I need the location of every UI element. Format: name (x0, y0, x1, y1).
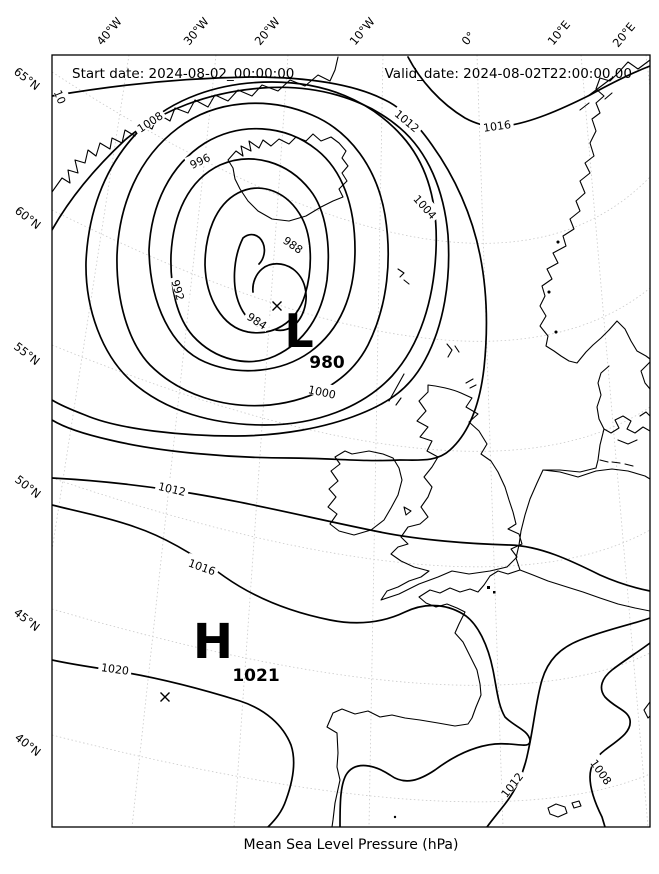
isobar-label-1012: 1012 (391, 103, 426, 135)
coast-shetland (446, 343, 460, 358)
svg-text:1012: 1012 (157, 480, 187, 499)
isobar-1012-main (52, 76, 650, 592)
isobar-988 (204, 187, 312, 334)
isobar-label-1000: 1000 (304, 379, 341, 402)
isobar-label-1012: 1012 (154, 476, 191, 499)
isobar-label-988: 988 (279, 230, 309, 257)
tick-label-65n: 65°N (11, 64, 42, 93)
coast-france-iberia (326, 569, 521, 827)
svg-text:1016: 1016 (186, 557, 217, 579)
tick-label-40w: 40°W (94, 15, 125, 48)
low-pressure-symbol: L (284, 304, 313, 358)
start-date-label: Start date: 2024-08-02_00:00:00 (72, 66, 295, 82)
svg-text:1000: 1000 (307, 383, 337, 402)
high-center-cross (160, 692, 170, 702)
top-axis-ticks: 40°W 30°W 20°W 10°W 0° 10°E 20°E (94, 15, 639, 50)
tick-label-10e: 10°E (545, 18, 574, 48)
low-center-cross (272, 301, 282, 311)
isobar-1016-southwest (52, 504, 531, 827)
tick-label-50n: 50°N (12, 472, 43, 501)
isobar-label-992: 992 (168, 274, 191, 304)
valid-date-label: Valid_date: 2024-08-02T22:00:00.00 (384, 66, 632, 82)
tick-label-20w: 20°W (252, 15, 283, 48)
isobar-label-10: 10 (51, 84, 73, 108)
isobar-label-996: 996 (184, 147, 214, 172)
coast-great-britain (380, 384, 523, 601)
isobar-label-1016: 1016 (184, 552, 221, 579)
coast-ireland (327, 450, 403, 536)
left-axis-ticks: 65°N 60°N 55°N 50°N 45°N 40°N (11, 64, 43, 759)
tick-label-40n: 40°N (12, 730, 43, 759)
isobar-1008-southeast (589, 642, 650, 827)
isobar-992 (170, 158, 330, 363)
coast-hebrides (388, 373, 405, 406)
tick-label-30w: 30°W (181, 15, 212, 48)
isobar-1000 (116, 102, 389, 407)
tick-label-0: 0° (459, 29, 478, 48)
isobar-label-1016: 1016 (479, 114, 515, 135)
svg-text:1020: 1020 (100, 661, 130, 678)
tick-label-10w: 10°W (347, 15, 378, 48)
tick-label-55n: 55°N (11, 339, 42, 368)
coast-balearics (547, 800, 582, 818)
map-caption: Mean Sea Level Pressure (hPa) (243, 837, 459, 853)
isobar-996 (148, 127, 356, 372)
isobar-1008-main (52, 86, 450, 437)
svg-text:10: 10 (51, 88, 68, 106)
tick-label-60n: 60°N (12, 203, 43, 232)
isobar-label-1004: 1004 (410, 188, 443, 223)
isobar-contours (52, 56, 650, 827)
map-frame (51, 54, 651, 828)
coast-norway (539, 59, 650, 364)
tick-label-45n: 45°N (11, 605, 42, 634)
tick-label-20e: 20°E (610, 20, 639, 50)
isobar-label-984: 984 (243, 306, 273, 333)
coastlines (52, 56, 650, 827)
coast-sweden (640, 361, 650, 390)
coast-orkney (465, 378, 477, 389)
coast-faroe (397, 268, 410, 285)
isobar-label-1020: 1020 (97, 657, 133, 678)
svg-text:1016: 1016 (482, 118, 512, 135)
low-pressure-value: 980 (309, 353, 345, 373)
high-pressure-value: 1021 (232, 666, 279, 686)
high-pressure-symbol: H (193, 614, 233, 670)
coast-continent-northsea (515, 468, 650, 612)
coast-denmark (595, 365, 610, 469)
graticule (52, 55, 650, 827)
svg-text:992: 992 (168, 278, 186, 302)
coast-iceland (227, 133, 349, 222)
isobar-1012-southeast (486, 617, 650, 827)
isobar-1004 (85, 81, 438, 426)
